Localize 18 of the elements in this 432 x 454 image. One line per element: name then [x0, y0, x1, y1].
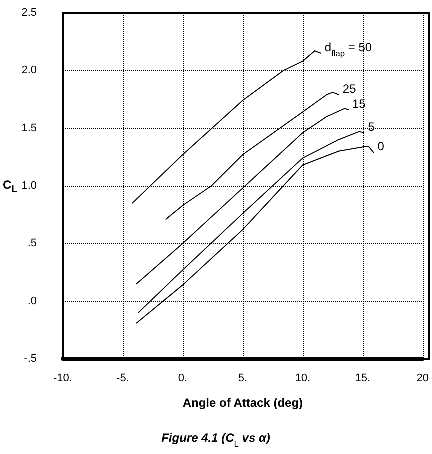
- x-tick-label: -5.: [116, 372, 130, 384]
- x-tick-label: 10.: [295, 372, 311, 384]
- y-tick-label: 1.5: [22, 122, 37, 134]
- y-tick-label: .0: [28, 295, 37, 308]
- y-tick-label: .5: [28, 238, 37, 250]
- x-tick-label: 5.: [238, 372, 248, 384]
- x-tick-label: -10.: [54, 372, 72, 384]
- y-tick-label: 2.0: [22, 64, 37, 77]
- x-tick-label: 20: [416, 372, 430, 384]
- x-axis-title: Angle of Attack (deg): [182, 396, 304, 410]
- y-axis-title: C$_{L}$: [3, 178, 18, 196]
- y-tick-label: 2.5: [22, 7, 37, 19]
- x-tick-label: 15.: [355, 372, 371, 384]
- x-tick-label: 0.: [178, 372, 188, 384]
- series-label: 0: [378, 140, 385, 154]
- y-tick-label: 1.0: [22, 180, 37, 192]
- y-tick-label: -.5: [24, 353, 37, 365]
- series-label: 25: [342, 82, 357, 96]
